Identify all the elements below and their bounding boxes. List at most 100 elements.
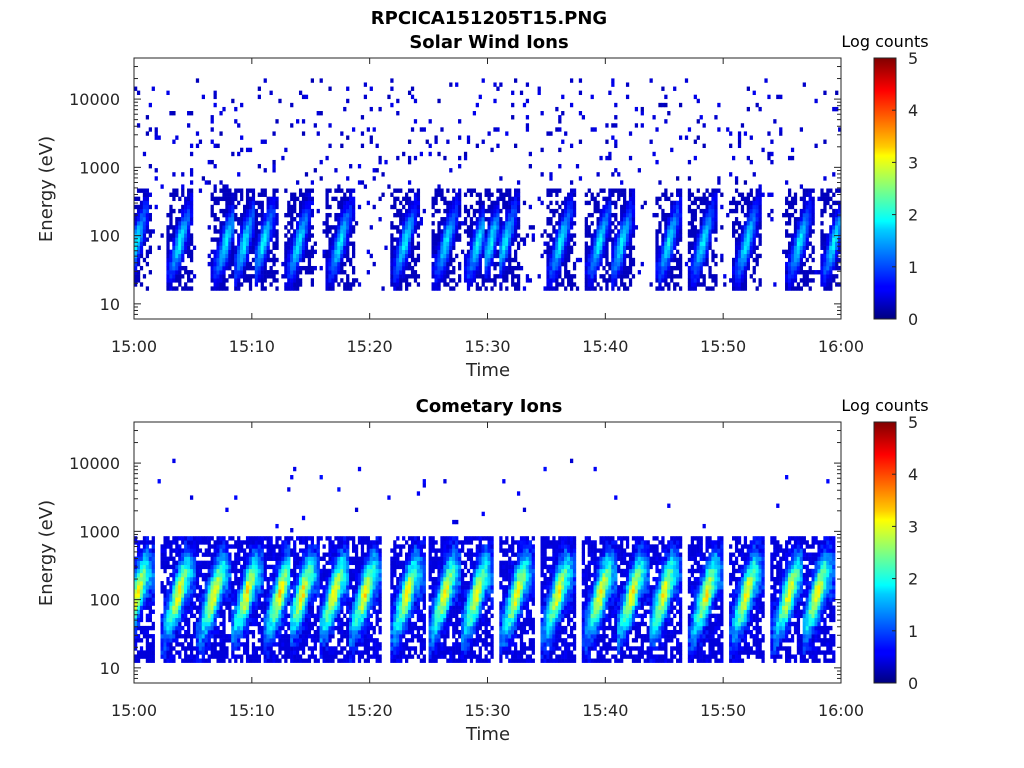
heatmap-cell [796,265,801,271]
heatmap-cell [272,572,276,578]
heatmap-cell [564,245,568,250]
heatmap-cell [181,601,185,606]
colorbar-tick-label: 3 [908,153,918,172]
heatmap-cell [714,221,718,226]
heatmap-cell [266,204,270,210]
heatmap-cell [222,621,226,627]
heatmap-cell [275,245,279,250]
heatmap-cell [561,249,565,255]
heatmap-cell [254,208,259,214]
heatmap-cell [628,196,633,202]
heatmap-cell [304,200,309,206]
heatmap-cell [684,135,689,140]
heatmap-cell [602,253,606,259]
heatmap-cell [496,241,500,246]
heatmap-cell [269,654,273,659]
heatmap-cell [770,192,774,197]
heatmap-cell [240,261,244,267]
heatmap-cell [458,119,462,124]
heatmap-cell [514,225,518,230]
heatmap-cell [237,576,241,582]
heatmap-cell [737,274,742,279]
heatmap-cell [655,265,659,271]
heatmap-cell [802,282,806,287]
heatmap-cell [511,221,515,226]
heatmap-cell [346,135,350,140]
heatmap-cell [390,102,394,108]
heatmap-cell [175,572,179,578]
heatmap-cell [142,204,147,210]
heatmap-cell [569,204,574,210]
heatmap-cell [207,613,211,619]
heatmap-cell [192,589,197,594]
heatmap-cell [284,212,288,218]
heatmap-cell [175,617,179,623]
heatmap-cell [416,274,421,279]
heatmap-cell [481,233,485,238]
heatmap-cell [213,94,217,100]
heatmap-cell [134,225,138,230]
heatmap-cell [304,204,309,210]
heatmap-cell [189,217,194,222]
heatmap-cell [228,204,232,210]
heatmap-cell [437,253,441,259]
heatmap-cell [555,106,559,112]
heatmap-cell [237,241,241,246]
heatmap-cell [166,650,170,655]
heatmap-cell [793,265,798,271]
heatmap-cell [298,192,303,197]
heatmap-cell [225,212,229,218]
heatmap-cell [702,192,706,197]
heatmap-cell [628,225,633,230]
heatmap-cell [749,192,753,197]
heatmap-cell [331,196,335,202]
heatmap-cell [511,196,515,202]
heatmap-cell [201,605,205,610]
heatmap-cell [446,261,450,267]
heatmap-cell [184,196,188,202]
heatmap-cell [172,629,176,635]
heatmap-cell [216,200,220,206]
heatmap-cell [658,274,662,279]
heatmap-cell [181,576,185,582]
heatmap-cell [263,278,267,283]
heatmap-cell [711,257,715,263]
heatmap-cell [743,253,748,259]
heatmap-cell [142,564,147,570]
heatmap-cell [222,270,226,275]
heatmap-cell [484,286,488,291]
heatmap-cell [664,229,668,234]
heatmap-cell [702,217,706,222]
heatmap-cell [661,253,665,259]
heatmap-cell [561,245,565,250]
heatmap-cell [245,536,250,541]
heatmap-cell [322,229,326,234]
heatmap-cell [334,237,338,242]
heatmap-cell [254,265,259,271]
heatmap-cell [136,621,141,627]
heatmap-cell [567,237,571,242]
heatmap-cell [228,617,232,623]
heatmap-cell [508,212,512,218]
heatmap-cell [346,249,350,255]
heatmap-cell [257,253,261,259]
heatmap-cell [310,225,314,230]
heatmap-cell [163,617,167,623]
heatmap-cell [449,221,453,226]
heatmap-cell [511,282,515,287]
heatmap-cell [269,548,273,553]
heatmap-cell [449,237,453,242]
heatmap-cell [802,221,806,226]
heatmap-cell [617,265,621,271]
heatmap-cell [508,245,512,250]
heatmap-cell [596,200,600,206]
heatmap-cell [614,168,618,173]
heatmap-cell [820,257,824,263]
heatmap-cell [584,241,588,246]
heatmap-cell [216,257,220,263]
heatmap-cell [366,249,370,255]
heatmap-cell [184,237,188,242]
heatmap-cell [393,261,397,267]
heatmap-cell [452,225,456,230]
heatmap-cell [142,601,147,606]
